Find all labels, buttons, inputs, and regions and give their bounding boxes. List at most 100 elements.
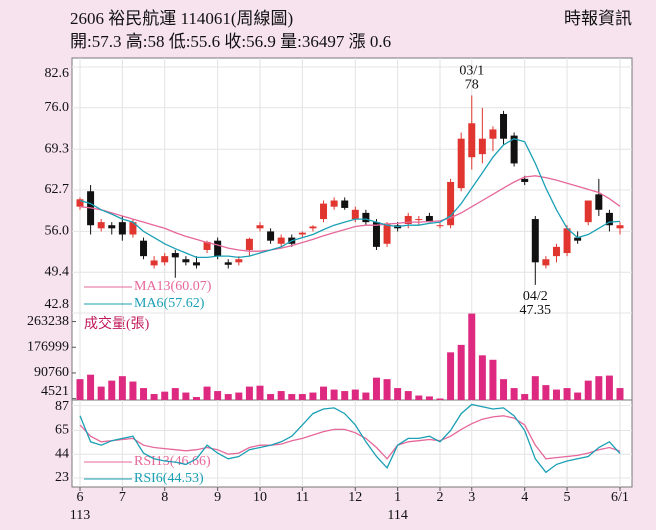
candle-body (129, 222, 137, 235)
year-label: 114 (387, 508, 407, 523)
candle-body (383, 223, 391, 244)
volume-bar (521, 394, 529, 400)
candle-body (457, 138, 465, 189)
series-line (79, 403, 621, 474)
x-tick-label: 10 (253, 490, 267, 505)
volume-bar (76, 379, 84, 400)
x-tick-label: 4 (521, 490, 528, 505)
candle-body (108, 225, 116, 229)
candle-body (478, 138, 486, 155)
volume-bar (214, 391, 222, 400)
source: 時報資訊 (564, 9, 632, 28)
candle-body (595, 194, 603, 210)
series-line (79, 175, 621, 252)
volume-bar (574, 392, 582, 400)
volume-bar (351, 389, 359, 400)
annotation-label: 04/2 (523, 289, 548, 304)
title: 2606 裕民航運 114061(周線圖) (70, 9, 293, 28)
candle-body (552, 246, 560, 257)
x-tick-label: 12 (348, 490, 362, 505)
candle-body (542, 259, 550, 266)
candle-body (224, 262, 232, 265)
volume-bar (309, 392, 317, 400)
y-tick-label: 263238 (27, 314, 69, 329)
volume-bar (489, 359, 497, 400)
volume-bar (298, 394, 306, 400)
candle-body (351, 209, 359, 220)
year-label: 113 (70, 508, 90, 523)
candle-body (203, 241, 211, 250)
candle-body (468, 123, 476, 158)
candle-body (362, 212, 370, 223)
candle-body (320, 203, 328, 220)
x-tick-label: 8 (161, 490, 168, 505)
y-tick-label: 76.0 (45, 100, 70, 115)
volume-title: 成交量(張) (84, 315, 150, 332)
candle-body (521, 178, 529, 182)
x-tick-label: 9 (214, 490, 221, 505)
volume-bar (436, 398, 444, 400)
volume-bar (595, 376, 603, 400)
candle-body (97, 222, 105, 229)
volume-bar (362, 392, 370, 400)
volume-bar (192, 397, 200, 400)
volume-bar (182, 392, 190, 400)
legend-label: RSI6(44.53) (134, 471, 204, 486)
legend-label: MA13(60.07) (134, 279, 212, 294)
volume-bar (171, 388, 179, 400)
x-tick-label: 6/1 (611, 490, 629, 505)
candle-body (235, 259, 243, 263)
y-tick-label: 65 (55, 423, 69, 438)
volume-bar (447, 352, 455, 400)
candle-body (372, 222, 380, 247)
y-tick-label: 56.0 (45, 224, 70, 239)
y-tick-label: 69.3 (45, 141, 70, 156)
x-tick-label: 11 (296, 490, 309, 505)
candle-body (214, 240, 222, 257)
x-tick-label: 3 (468, 490, 475, 505)
volume-bar (500, 379, 508, 400)
volume-bar (245, 386, 253, 400)
volume-bar (256, 385, 264, 400)
volume-bar (468, 313, 476, 400)
candle-body (510, 135, 518, 164)
volume-bar (161, 391, 169, 400)
candle-body (76, 199, 84, 207)
candle-body (330, 200, 338, 207)
candle-body (245, 238, 253, 250)
candle-body (140, 240, 148, 257)
volume-bar (140, 388, 148, 400)
volume-bar (87, 374, 95, 400)
volume-bar (330, 389, 338, 400)
annotation-label: 03/1 (459, 64, 484, 79)
y-tick-label: 49.4 (45, 264, 70, 279)
candle-body (489, 129, 497, 139)
volume-bar (341, 391, 349, 400)
volume-bar (531, 376, 539, 400)
volume-bar (542, 385, 550, 400)
volume-bar (267, 394, 275, 400)
y-tick-label: 87 (55, 399, 69, 414)
candle-body (500, 113, 508, 139)
candle-body (531, 219, 539, 263)
subtitle: 開:57.3 高:58 低:55.6 收:56.9 量:36497 漲 0.6 (70, 32, 391, 51)
candle-body (404, 215, 412, 224)
x-tick-label: 6 (77, 490, 84, 505)
candle-body (605, 212, 613, 226)
volume-bar (584, 380, 592, 400)
candle-body (256, 225, 264, 229)
volume-bar (288, 394, 296, 400)
x-tick-label: 5 (564, 490, 571, 505)
volume-bar (425, 396, 433, 400)
y-tick-label: 42.8 (45, 297, 70, 312)
candle-body (298, 232, 306, 235)
candle-body (447, 181, 455, 226)
candle-body (425, 215, 433, 223)
annotation-value: 47.35 (520, 303, 552, 318)
volume-bar (224, 394, 232, 400)
candle-body (341, 200, 349, 208)
volume-bar (457, 344, 465, 400)
volume-bar (510, 388, 518, 400)
volume-bar (404, 391, 412, 400)
y-tick-label: 90760 (34, 365, 69, 380)
